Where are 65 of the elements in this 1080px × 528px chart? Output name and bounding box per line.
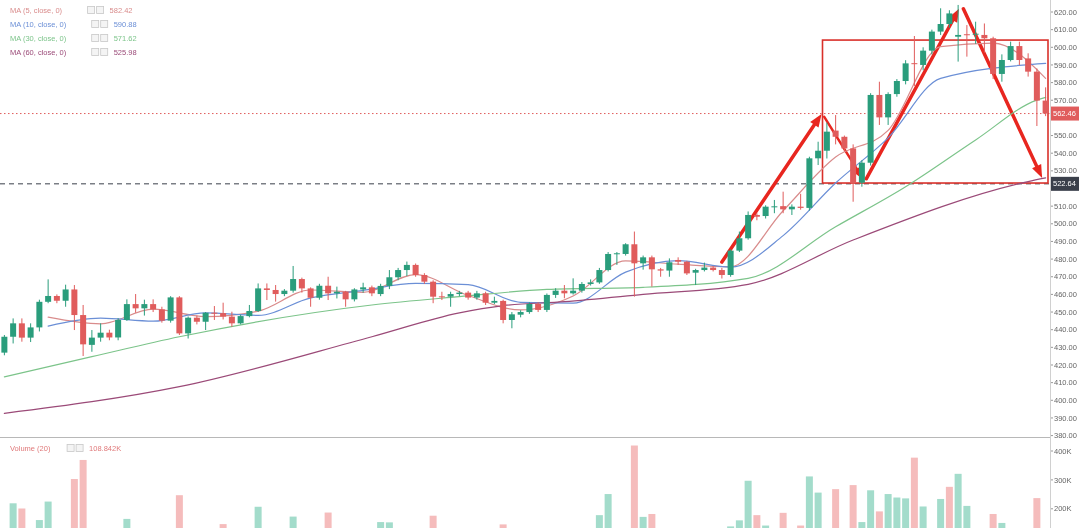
candlestick bbox=[885, 91, 892, 126]
line-series bbox=[3, 177, 1047, 414]
candlestick bbox=[718, 267, 725, 280]
candlestick bbox=[403, 261, 410, 277]
candlestick bbox=[972, 21, 979, 45]
candlestick bbox=[508, 311, 515, 329]
candlestick bbox=[18, 317, 25, 343]
candlestick bbox=[1016, 41, 1023, 66]
candlestick bbox=[998, 53, 1005, 83]
candlestick bbox=[202, 311, 209, 331]
candlestick bbox=[97, 322, 104, 343]
candlestick bbox=[27, 322, 34, 343]
candlestick bbox=[955, 4, 962, 63]
candlestick bbox=[736, 231, 743, 253]
candlestick bbox=[815, 141, 822, 166]
candlestick bbox=[928, 29, 935, 55]
candlestick bbox=[666, 257, 673, 278]
candlestick bbox=[228, 311, 235, 328]
candlestick bbox=[438, 291, 445, 301]
candlestick bbox=[123, 298, 130, 322]
candlestick bbox=[325, 276, 332, 301]
candlestick bbox=[911, 35, 918, 87]
candlestick bbox=[902, 59, 909, 85]
candlestick bbox=[648, 255, 655, 288]
candlestick bbox=[220, 302, 227, 320]
candlestick bbox=[981, 22, 988, 54]
candlestick bbox=[605, 251, 612, 272]
candlestick bbox=[823, 122, 830, 159]
candlestick bbox=[543, 293, 550, 313]
candlestick bbox=[10, 317, 17, 344]
candlestick bbox=[386, 269, 393, 290]
candlestick bbox=[88, 329, 95, 353]
candlestick bbox=[360, 282, 367, 294]
candlestick bbox=[263, 282, 270, 301]
candlestick bbox=[167, 295, 174, 324]
candlestick bbox=[185, 315, 192, 340]
candlestick bbox=[500, 299, 507, 324]
candlestick bbox=[613, 251, 620, 266]
candlestick bbox=[920, 46, 927, 71]
candlestick bbox=[640, 255, 647, 271]
candlestick bbox=[430, 279, 437, 304]
candlestick bbox=[780, 191, 787, 214]
candlestick bbox=[1, 334, 8, 356]
line-series bbox=[3, 96, 1047, 378]
candlestick bbox=[45, 278, 52, 304]
candlestick bbox=[290, 265, 297, 294]
candlestick bbox=[832, 114, 839, 145]
candlestick bbox=[631, 231, 638, 298]
candlestick bbox=[937, 7, 944, 36]
candlestick bbox=[963, 24, 970, 58]
candlestick bbox=[753, 212, 760, 221]
candlestick bbox=[745, 210, 752, 241]
candlestick bbox=[62, 284, 69, 308]
candlestick bbox=[150, 298, 157, 313]
candlestick bbox=[307, 286, 314, 308]
candlestick bbox=[675, 256, 682, 266]
candlestick bbox=[1025, 52, 1032, 78]
candlestick bbox=[115, 317, 122, 341]
candlestick bbox=[255, 282, 262, 313]
candlestick bbox=[1007, 41, 1014, 62]
candlestick bbox=[876, 81, 883, 126]
candlestick bbox=[132, 293, 139, 314]
candlestick bbox=[771, 199, 778, 214]
candlestick bbox=[858, 159, 865, 188]
candlestick bbox=[211, 305, 218, 321]
